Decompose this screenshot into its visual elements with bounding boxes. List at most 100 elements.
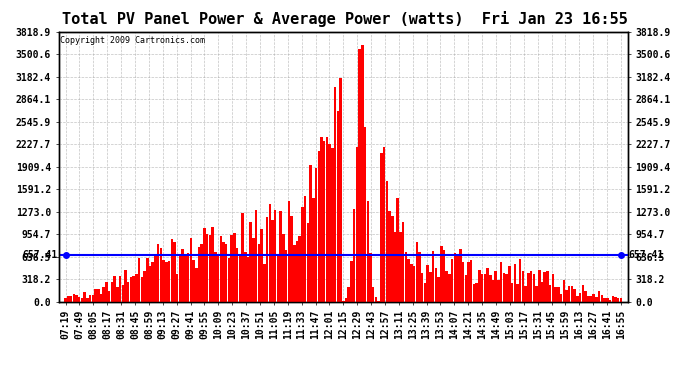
Bar xyxy=(195,268,197,302)
Bar xyxy=(78,297,81,302)
Bar xyxy=(551,274,554,302)
Bar xyxy=(475,283,478,302)
Bar xyxy=(440,246,442,302)
Bar xyxy=(383,147,385,302)
Bar xyxy=(110,282,113,302)
Bar xyxy=(97,289,99,302)
Bar xyxy=(446,271,448,302)
Bar xyxy=(268,204,271,302)
Bar xyxy=(75,295,78,302)
Bar xyxy=(132,276,135,302)
Bar xyxy=(495,271,497,302)
Bar xyxy=(121,285,124,302)
Bar xyxy=(293,245,295,302)
Bar xyxy=(609,300,611,302)
Bar xyxy=(562,280,565,302)
Bar xyxy=(299,236,301,302)
Bar xyxy=(108,291,110,302)
Bar xyxy=(388,211,391,302)
Bar xyxy=(565,291,568,302)
Bar xyxy=(348,287,350,302)
Bar xyxy=(306,224,309,302)
Bar xyxy=(603,298,606,302)
Bar xyxy=(337,111,339,302)
Bar xyxy=(473,284,475,302)
Bar xyxy=(159,248,162,302)
Bar xyxy=(315,168,317,302)
Bar xyxy=(162,260,165,302)
Bar xyxy=(351,261,353,302)
Bar xyxy=(464,275,467,302)
Bar xyxy=(508,266,511,302)
Bar xyxy=(377,301,380,302)
Bar xyxy=(557,287,560,302)
Bar xyxy=(67,296,70,302)
Bar xyxy=(211,227,214,302)
Bar xyxy=(339,78,342,302)
Bar xyxy=(345,298,347,302)
Bar xyxy=(228,258,230,302)
Bar xyxy=(282,234,285,302)
Bar xyxy=(271,220,274,302)
Bar xyxy=(571,286,573,302)
Bar xyxy=(113,276,116,302)
Bar xyxy=(462,262,464,302)
Bar xyxy=(355,147,358,302)
Bar xyxy=(522,272,524,302)
Bar xyxy=(364,128,366,302)
Bar xyxy=(560,294,562,302)
Bar xyxy=(400,232,402,302)
Bar xyxy=(372,287,375,302)
Bar xyxy=(225,243,228,302)
Text: 657.41: 657.41 xyxy=(23,251,58,260)
Bar xyxy=(415,242,418,302)
Bar xyxy=(320,137,323,302)
Text: Total PV Panel Power & Average Power (watts)  Fri Jan 23 16:55: Total PV Panel Power & Average Power (wa… xyxy=(62,11,628,27)
Bar xyxy=(587,296,589,302)
Bar xyxy=(437,278,440,302)
Bar xyxy=(274,210,277,302)
Bar xyxy=(391,216,393,302)
Bar xyxy=(497,280,500,302)
Bar xyxy=(190,238,192,302)
Bar xyxy=(598,291,600,302)
Bar xyxy=(309,165,312,302)
Bar xyxy=(478,270,481,302)
Bar xyxy=(492,280,494,302)
Bar xyxy=(358,50,361,302)
Bar xyxy=(524,286,527,302)
Bar xyxy=(105,282,108,302)
Bar xyxy=(214,252,217,302)
Bar xyxy=(426,265,429,302)
Bar xyxy=(582,285,584,302)
Bar xyxy=(620,298,622,302)
Bar xyxy=(201,243,203,302)
Bar xyxy=(533,274,535,302)
Bar xyxy=(198,247,200,302)
Bar xyxy=(181,249,184,302)
Bar xyxy=(386,181,388,302)
Bar xyxy=(193,260,195,302)
Bar xyxy=(502,273,505,302)
Bar xyxy=(459,249,462,302)
Bar xyxy=(86,298,88,302)
Bar xyxy=(546,271,549,302)
Bar xyxy=(606,298,609,302)
Bar xyxy=(451,260,453,302)
Bar xyxy=(429,272,432,302)
Bar xyxy=(500,261,502,302)
Bar xyxy=(353,209,355,302)
Bar xyxy=(484,273,486,302)
Bar xyxy=(179,255,181,302)
Bar xyxy=(288,201,290,302)
Bar xyxy=(375,297,377,302)
Bar xyxy=(513,264,516,302)
Bar xyxy=(168,261,170,302)
Bar xyxy=(146,258,148,302)
Bar xyxy=(263,264,266,302)
Bar xyxy=(135,274,137,302)
Bar xyxy=(369,253,372,302)
Bar xyxy=(614,297,617,302)
Bar xyxy=(230,235,233,302)
Bar xyxy=(366,201,369,302)
